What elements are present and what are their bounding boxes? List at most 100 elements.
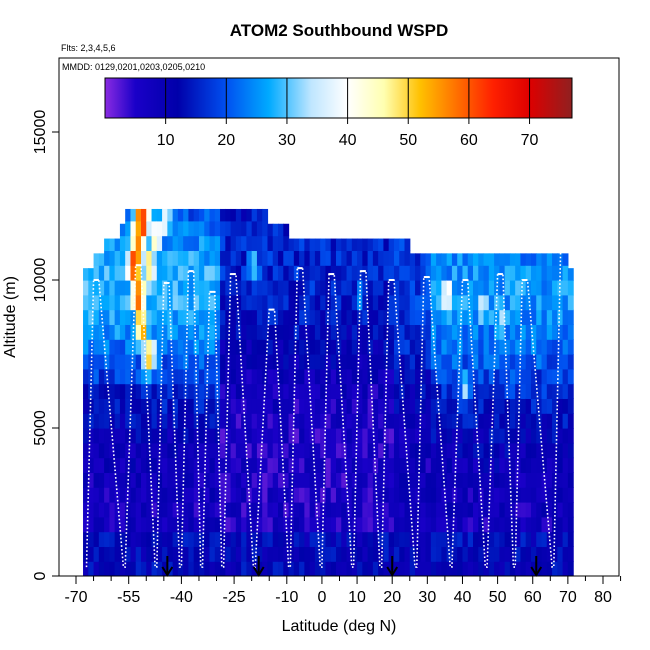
- heatmap-cell: [446, 339, 453, 355]
- heatmap-cell: [562, 398, 569, 414]
- heatmap-cell: [425, 368, 432, 385]
- heatmap-cell: [467, 502, 474, 518]
- heatmap-cell: [88, 546, 95, 562]
- heatmap-cell: [425, 442, 432, 459]
- heatmap-cell: [525, 487, 532, 503]
- heatmap-cell: [114, 413, 121, 429]
- heatmap-cell: [204, 368, 211, 385]
- heatmap-cell: [451, 413, 458, 429]
- heatmap-cell: [93, 383, 100, 399]
- heatmap-cell: [220, 546, 226, 562]
- heatmap-cell: [341, 561, 348, 576]
- heatmap-cell: [104, 413, 110, 429]
- heatmap-cell: [198, 472, 205, 488]
- heatmap-cell: [383, 309, 390, 325]
- heatmap-cell: [304, 502, 311, 518]
- heatmap-cell: [230, 368, 237, 385]
- heatmap-cell: [504, 472, 511, 488]
- heatmap-cell: [119, 502, 126, 518]
- heatmap-cell: [388, 383, 395, 399]
- heatmap-cell: [141, 354, 147, 370]
- heatmap-cell: [288, 413, 295, 429]
- heatmap-cell: [98, 442, 105, 459]
- heatmap-cell: [372, 442, 379, 459]
- heatmap-cell: [388, 398, 395, 414]
- heatmap-cell: [520, 413, 527, 429]
- heatmap-cell: [314, 339, 321, 355]
- heatmap-cell: [272, 398, 279, 414]
- heatmap-cell: [388, 516, 395, 533]
- heatmap-cell: [383, 502, 390, 518]
- heatmap-cell: [267, 502, 274, 518]
- heatmap-cell: [283, 324, 290, 340]
- heatmap-cell: [220, 442, 226, 459]
- heatmap-cell: [293, 516, 300, 533]
- heatmap-cell: [119, 324, 126, 340]
- heatmap-cell: [562, 383, 569, 399]
- heatmap-cell: [193, 250, 200, 266]
- heatmap-cell: [430, 265, 437, 281]
- heatmap-cell: [88, 472, 95, 488]
- heatmap-cell: [393, 457, 400, 473]
- heatmap-cell: [104, 309, 110, 325]
- heatmap-cell: [125, 250, 132, 266]
- heatmap-cell: [451, 368, 458, 385]
- heatmap-cell: [462, 531, 469, 547]
- heatmap-cell: [225, 294, 232, 311]
- heatmap-cell: [256, 442, 263, 459]
- heatmap-cell: [256, 413, 263, 429]
- heatmap-cell: [430, 413, 437, 429]
- heatmap-cell: [241, 428, 247, 444]
- heatmap-cell: [83, 398, 89, 414]
- heatmap-cell: [246, 487, 253, 503]
- heatmap-cell: [177, 220, 184, 237]
- heatmap-cell: [314, 383, 321, 399]
- heatmap-cell: [293, 428, 300, 444]
- heatmap-cell: [88, 413, 95, 429]
- heatmap-cell: [183, 502, 190, 518]
- heatmap-cell: [557, 383, 564, 399]
- heatmap-cell: [409, 339, 416, 355]
- heatmap-cell: [309, 339, 316, 355]
- x-tick-label: 40: [454, 589, 472, 606]
- heatmap-cell: [204, 428, 211, 444]
- heatmap-cell: [530, 472, 537, 488]
- heatmap-cell: [536, 354, 543, 370]
- heatmap-cell: [167, 487, 174, 503]
- heatmap-cell: [536, 398, 543, 414]
- heatmap-cell: [188, 309, 195, 325]
- heatmap-cell: [104, 238, 110, 251]
- heatmap-cell: [151, 487, 158, 503]
- heatmap-cell: [399, 339, 406, 355]
- heatmap-cell: [494, 546, 500, 562]
- heatmap-cell: [220, 265, 226, 281]
- heatmap-cell: [230, 398, 237, 414]
- heatmap-cell: [162, 516, 168, 533]
- heatmap-cell: [383, 413, 390, 429]
- heatmap-cell: [119, 516, 126, 533]
- heatmap-cell: [351, 502, 358, 518]
- heatmap-cell: [462, 457, 469, 473]
- heatmap-cell: [230, 428, 237, 444]
- heatmap-cell: [525, 561, 532, 576]
- heatmap-cell: [420, 398, 427, 414]
- heatmap-cell: [367, 250, 374, 266]
- heatmap-cell: [362, 398, 369, 414]
- heatmap-cell: [367, 531, 374, 547]
- heatmap-cell: [198, 502, 205, 518]
- heatmap-cell: [525, 428, 532, 444]
- heatmap-cell: [314, 294, 321, 311]
- heatmap-cell: [367, 472, 374, 488]
- heatmap-cell: [146, 368, 153, 385]
- heatmap-cell: [278, 442, 284, 459]
- heatmap-cell: [204, 561, 211, 576]
- heatmap-cell: [483, 324, 490, 340]
- heatmap-cell: [314, 250, 321, 266]
- heatmap-cell: [562, 324, 569, 340]
- heatmap-cell: [93, 531, 100, 547]
- heatmap-cell: [515, 324, 522, 340]
- heatmap-cell: [441, 324, 448, 340]
- heatmap-cell: [335, 368, 342, 385]
- heatmap-cell: [225, 265, 232, 281]
- heatmap-cell: [83, 516, 89, 533]
